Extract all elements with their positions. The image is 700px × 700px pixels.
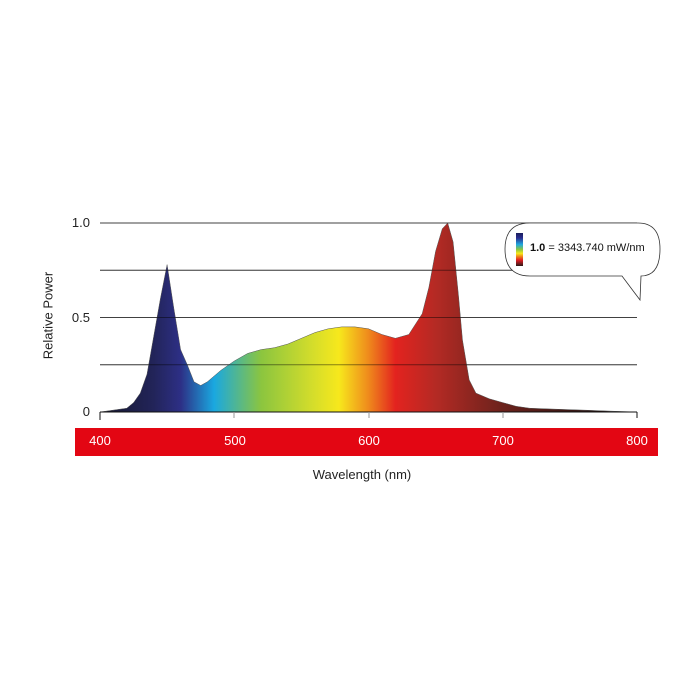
y-tick-0-5: 0.5 bbox=[71, 310, 90, 325]
x-tick-500: 500 bbox=[224, 433, 246, 448]
callout-value: = 3343.740 mW/nm bbox=[545, 242, 645, 254]
x-axis-line bbox=[99, 411, 638, 420]
spectrum-area bbox=[99, 222, 638, 413]
x-tick-600: 600 bbox=[358, 433, 380, 448]
y-tick-0: 0 bbox=[82, 404, 90, 419]
x-tick-700: 700 bbox=[492, 433, 514, 448]
spectrum-legend-swatch bbox=[516, 233, 523, 266]
x-tick-800: 800 bbox=[626, 433, 648, 448]
callout-bold-value: 1.0 bbox=[530, 242, 546, 254]
callout-bubble bbox=[504, 222, 661, 302]
x-axis-bar bbox=[75, 428, 658, 456]
callout-text: 1.0 = 3343.740 mW/nm bbox=[530, 242, 645, 254]
y-axis-label: Relative Power bbox=[40, 271, 56, 360]
y-tick-1: 1.0 bbox=[71, 215, 90, 230]
x-axis-label: Wavelength (nm) bbox=[312, 467, 412, 482]
x-tick-400: 400 bbox=[89, 433, 111, 448]
